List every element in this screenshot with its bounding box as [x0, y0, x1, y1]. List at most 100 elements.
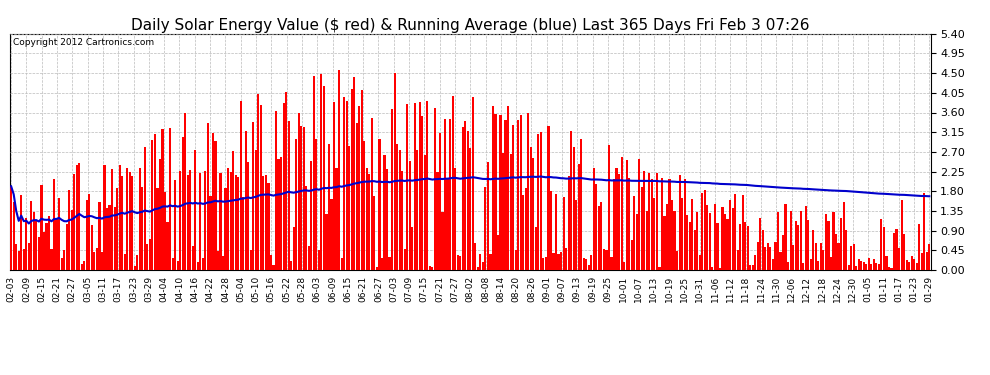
Bar: [686, 215, 688, 270]
Bar: [628, 178, 631, 270]
Bar: [666, 204, 668, 270]
Bar: [338, 70, 341, 270]
Bar: [50, 249, 52, 270]
Bar: [98, 202, 101, 270]
Bar: [608, 145, 610, 270]
Bar: [883, 226, 885, 270]
Bar: [810, 259, 812, 270]
Bar: [259, 105, 262, 270]
Bar: [174, 180, 176, 270]
Bar: [520, 114, 522, 270]
Bar: [217, 251, 219, 270]
Bar: [474, 243, 476, 270]
Bar: [575, 200, 577, 270]
Bar: [825, 214, 827, 270]
Bar: [23, 249, 25, 270]
Bar: [466, 131, 469, 270]
Bar: [192, 246, 194, 270]
Bar: [487, 162, 489, 270]
Bar: [471, 97, 474, 270]
Bar: [248, 162, 249, 270]
Bar: [528, 112, 530, 270]
Bar: [243, 197, 245, 270]
Bar: [391, 109, 393, 270]
Bar: [401, 171, 403, 270]
Bar: [434, 108, 436, 270]
Bar: [376, 267, 378, 270]
Bar: [593, 168, 595, 270]
Bar: [10, 186, 12, 270]
Bar: [399, 150, 401, 270]
Bar: [277, 159, 279, 270]
Bar: [240, 101, 242, 270]
Bar: [535, 227, 537, 270]
Bar: [119, 165, 121, 270]
Bar: [694, 230, 696, 270]
Bar: [109, 205, 111, 270]
Bar: [494, 114, 497, 270]
Bar: [20, 195, 23, 270]
Bar: [371, 118, 373, 270]
Bar: [323, 86, 325, 270]
Bar: [502, 153, 504, 270]
Bar: [86, 201, 88, 270]
Bar: [137, 255, 139, 270]
Bar: [913, 259, 916, 270]
Bar: [683, 179, 686, 270]
Bar: [114, 207, 116, 270]
Bar: [13, 202, 15, 270]
Bar: [709, 213, 711, 270]
Bar: [746, 226, 748, 270]
Bar: [618, 174, 620, 270]
Bar: [68, 190, 70, 270]
Bar: [187, 175, 189, 270]
Bar: [696, 212, 698, 270]
Bar: [655, 173, 658, 270]
Bar: [724, 214, 726, 270]
Bar: [699, 255, 701, 270]
Bar: [406, 104, 408, 270]
Bar: [918, 224, 921, 270]
Bar: [769, 247, 771, 270]
Bar: [159, 159, 161, 270]
Bar: [272, 265, 274, 270]
Bar: [845, 230, 847, 270]
Bar: [285, 92, 287, 270]
Bar: [522, 195, 525, 270]
Bar: [156, 188, 158, 270]
Bar: [543, 258, 545, 270]
Bar: [451, 96, 453, 270]
Bar: [300, 126, 302, 270]
Bar: [25, 218, 28, 270]
Bar: [838, 243, 840, 270]
Bar: [595, 184, 597, 270]
Bar: [318, 249, 320, 270]
Bar: [275, 111, 277, 270]
Bar: [865, 264, 867, 270]
Bar: [139, 168, 141, 270]
Bar: [41, 185, 43, 270]
Bar: [603, 249, 605, 270]
Bar: [189, 170, 191, 270]
Bar: [280, 158, 282, 270]
Bar: [828, 221, 830, 270]
Bar: [740, 224, 742, 270]
Bar: [903, 234, 905, 270]
Bar: [411, 226, 413, 270]
Bar: [169, 128, 171, 270]
Bar: [282, 104, 285, 270]
Bar: [885, 256, 887, 270]
Bar: [477, 267, 479, 270]
Bar: [103, 165, 106, 270]
Bar: [429, 266, 431, 270]
Bar: [245, 132, 247, 270]
Bar: [179, 171, 181, 270]
Bar: [911, 256, 913, 270]
Bar: [355, 123, 357, 270]
Bar: [583, 258, 585, 270]
Bar: [906, 260, 908, 270]
Bar: [492, 106, 494, 270]
Bar: [719, 267, 721, 270]
Bar: [611, 257, 613, 270]
Bar: [350, 89, 352, 270]
